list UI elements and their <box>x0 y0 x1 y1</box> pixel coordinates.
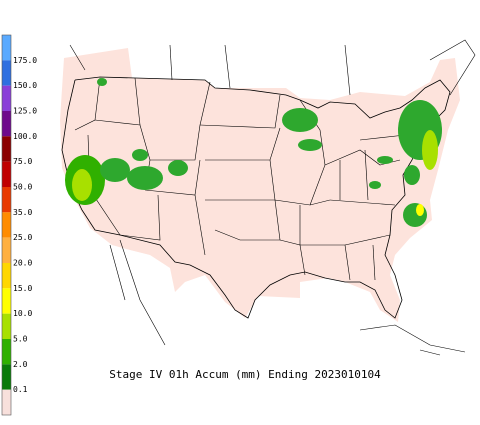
legend-swatch <box>2 313 11 339</box>
map <box>60 39 476 356</box>
legend-label: 100.0 <box>13 132 37 141</box>
legend-label: 25.0 <box>13 233 32 242</box>
legend-label: 75.0 <box>13 157 32 166</box>
legend-swatch <box>2 237 11 263</box>
legend-swatch <box>2 339 11 365</box>
foreign-outlines <box>69 39 476 356</box>
legend-label: 175.0 <box>13 56 37 65</box>
map-title: Stage IV 01h Accum (mm) Ending 202301010… <box>109 368 381 381</box>
legend-label: 10.0 <box>13 309 32 318</box>
legend: 175.0 150.0 125.0 100.0 75.0 50.0 35.0 25.0 20.0… <box>1 34 37 416</box>
data-domain <box>60 48 460 322</box>
legend-label: 0.1 <box>13 385 28 394</box>
legend-swatch <box>2 35 11 61</box>
legend-swatch <box>2 212 11 238</box>
legend-swatch <box>2 187 11 213</box>
legend-label: 50.0 <box>13 183 32 192</box>
state-lines <box>74 77 421 281</box>
legend-label: 125.0 <box>13 107 37 116</box>
legend-swatch <box>2 161 11 187</box>
precip-areas <box>65 78 442 227</box>
legend-label: 35.0 <box>13 208 32 217</box>
legend-frame <box>1 34 12 416</box>
legend-swatch <box>2 364 11 390</box>
legend-swatch <box>2 263 11 289</box>
legend-swatch <box>2 85 11 111</box>
legend-swatch <box>2 136 11 162</box>
legend-swatch <box>2 288 11 314</box>
legend-label: 20.0 <box>13 259 32 268</box>
legend-label: 150.0 <box>13 81 37 90</box>
legend-label: 15.0 <box>13 284 32 293</box>
legend-label: 2.0 <box>13 360 28 369</box>
legend-swatch <box>2 111 11 137</box>
legend-swatch <box>2 389 11 415</box>
country-border <box>61 76 451 319</box>
legend-swatch <box>2 60 11 86</box>
legend-label: 5.0 <box>13 335 28 344</box>
